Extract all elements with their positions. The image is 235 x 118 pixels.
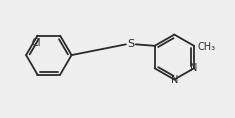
Text: N: N [190, 63, 198, 73]
Text: S: S [127, 39, 134, 49]
Text: CH₃: CH₃ [198, 42, 216, 52]
Text: Cl: Cl [32, 38, 41, 48]
Text: N: N [171, 74, 178, 84]
